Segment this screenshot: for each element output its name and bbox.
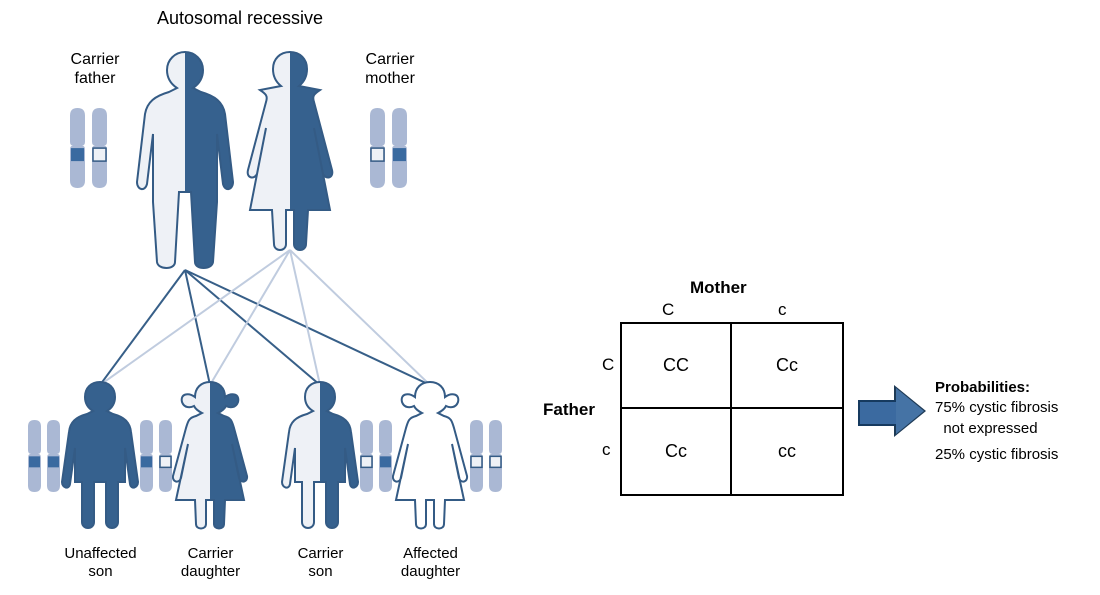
punnett-cell-10: Cc: [622, 409, 732, 494]
punnett-mother-allele-0: C: [662, 300, 674, 320]
punnett-square: CC Cc Cc cc: [620, 322, 844, 496]
punnett-mother-allele-1: c: [778, 300, 787, 320]
punnett-cell-01: Cc: [732, 324, 842, 409]
child-0-figure: [60, 380, 140, 535]
child-2-figure: [280, 380, 360, 535]
child-1-chromosomes: [132, 420, 180, 498]
child-1-label: Carrier daughter: [158, 545, 263, 581]
punnett-cell-11: cc: [732, 409, 842, 494]
probabilities-line-1: 25% cystic fibrosis: [935, 445, 1100, 465]
probabilities-block: Probabilities: 75% cystic fibrosis not e…: [935, 378, 1100, 465]
child-2-label: Carrier son: [268, 545, 373, 581]
punnett-cell-00: CC: [622, 324, 732, 409]
punnett-father-label: Father: [543, 400, 595, 420]
inheritance-lines: [0, 0, 520, 400]
punnett-mother-label: Mother: [690, 278, 747, 298]
child-2-chromosomes: [352, 420, 400, 498]
child-3-chromosomes: [462, 420, 510, 498]
arrow-head-icon: [896, 388, 924, 434]
punnett-father-allele-0: C: [602, 355, 614, 375]
probabilities-line-0: 75% cystic fibrosis not expressed: [935, 398, 1100, 439]
arrow-icon: [858, 400, 898, 426]
child-0-chromosomes: [20, 420, 68, 498]
child-3-label: Affected daughter: [378, 545, 483, 581]
punnett-father-allele-1: c: [602, 440, 611, 460]
child-0-label: Unaffected son: [48, 545, 153, 581]
probabilities-heading: Probabilities:: [935, 378, 1100, 398]
